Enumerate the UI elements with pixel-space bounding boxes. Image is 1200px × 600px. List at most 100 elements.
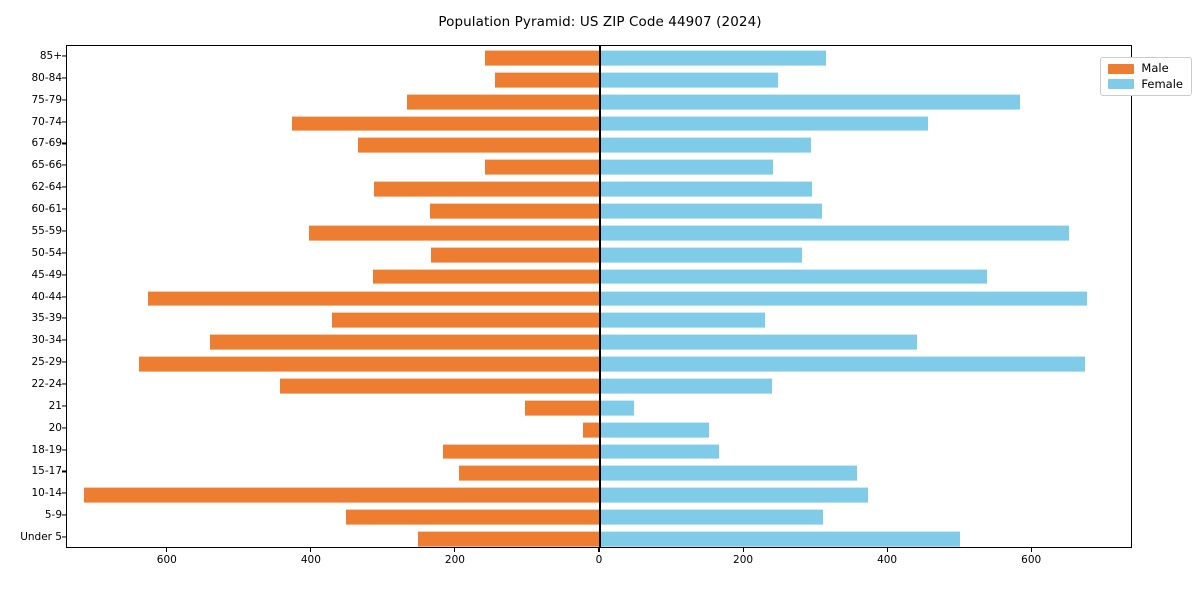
y-tick-mark (62, 427, 66, 429)
x-axis-label-1: 400 (300, 554, 321, 566)
y-axis-label-65-66: 65-66 (31, 159, 62, 172)
y-axis-label-70-74: 70-74 (31, 115, 62, 128)
bar-female-5-9 (600, 509, 824, 525)
bar-female-21 (600, 400, 634, 416)
pyramid-row (67, 330, 1131, 354)
y-axis-label-10-14: 10-14 (31, 487, 62, 500)
pyramid-row (67, 505, 1131, 529)
bar-female-18-19 (600, 444, 719, 460)
y-tick-mark (62, 536, 66, 538)
y-tick-mark (62, 252, 66, 254)
y-tick-mark (62, 274, 66, 276)
bar-male-under-5 (417, 531, 600, 547)
y-axis-label-60-61: 60-61 (31, 203, 62, 216)
x-tick-mark (310, 548, 312, 552)
page-title: Population Pyramid: US ZIP Code 44907 (2… (438, 14, 762, 30)
pyramid-row (67, 462, 1131, 486)
pyramid-row (67, 199, 1131, 223)
bar-female-55-59 (600, 225, 1069, 241)
x-axis-label-3: 0 (595, 554, 603, 566)
pyramid-row (67, 46, 1131, 70)
x-tick-mark (598, 548, 600, 552)
bar-male-10-14 (84, 487, 600, 503)
bar-female-85- (600, 50, 827, 66)
pyramid-row (67, 483, 1131, 507)
pyramid-row (67, 177, 1131, 201)
y-axis-label-62-64: 62-64 (31, 181, 62, 194)
bar-male-5-9 (346, 509, 600, 525)
bar-male-35-39 (332, 312, 600, 328)
y-axis-label-5-9: 5-9 (44, 509, 62, 522)
pyramid-row (67, 374, 1131, 398)
y-tick-mark (62, 77, 66, 79)
plot-area (66, 45, 1132, 548)
legend-swatch-female (1108, 79, 1135, 90)
y-axis-label-85-: 85+ (39, 49, 62, 62)
y-tick-mark (62, 295, 66, 298)
y-axis-label-45-49: 45-49 (31, 268, 62, 281)
bar-female-25-29 (600, 356, 1085, 372)
y-tick-mark (62, 339, 66, 341)
x-axis-label-5: 400 (877, 554, 898, 566)
bar-male-30-34 (210, 334, 600, 350)
y-axis-label-30-34: 30-34 (31, 334, 62, 347)
bar-female-62-64 (600, 181, 812, 197)
pyramid-row (67, 287, 1131, 311)
pyramid-row (67, 418, 1131, 442)
y-tick-mark (62, 514, 66, 516)
y-axis-label-55-59: 55-59 (31, 224, 62, 237)
bar-male-80-84 (494, 72, 600, 88)
y-axis-label-40-44: 40-44 (31, 290, 62, 303)
bar-female-under-5 (600, 531, 961, 547)
bar-male-50-54 (430, 247, 600, 263)
bar-female-40-44 (600, 291, 1087, 306)
bar-male-55-59 (309, 225, 600, 241)
bar-male-45-49 (373, 269, 600, 285)
bar-male-18-19 (442, 444, 600, 460)
bar-female-20 (600, 422, 709, 438)
y-axis-label-75-79: 75-79 (31, 93, 62, 106)
y-axis-label-15-17: 15-17 (31, 465, 62, 478)
bar-male-22-24 (280, 378, 600, 394)
bar-male-67-69 (357, 138, 600, 153)
bar-female-15-17 (600, 466, 858, 481)
bar-male-62-64 (373, 181, 600, 197)
y-tick-mark (62, 186, 66, 188)
legend-label-male: Male (1141, 61, 1169, 75)
chart-legend: Male Female (1100, 57, 1192, 96)
plot-inner (67, 46, 1131, 547)
bar-female-67-69 (600, 138, 812, 153)
bar-female-65-66 (600, 159, 773, 175)
bar-male-60-61 (430, 203, 600, 219)
legend-swatch-male (1108, 63, 1135, 74)
y-tick-mark (62, 361, 66, 363)
pyramid-row (67, 265, 1131, 289)
legend-item-male[interactable]: Male (1108, 61, 1183, 75)
y-tick-mark (62, 405, 66, 407)
y-axis-label-20: 20 (48, 421, 62, 434)
y-tick-mark (62, 120, 66, 123)
bar-female-60-61 (600, 203, 822, 219)
legend-item-female[interactable]: Female (1108, 78, 1183, 91)
x-tick-mark (742, 548, 744, 552)
bar-male-21 (525, 400, 600, 416)
bar-male-65-66 (485, 159, 600, 175)
y-tick-mark (62, 470, 66, 472)
bar-female-30-34 (600, 334, 917, 350)
y-tick-mark (62, 164, 66, 166)
x-axis-label-4: 200 (733, 554, 754, 566)
y-tick-mark (62, 317, 66, 319)
x-tick-mark (454, 548, 456, 552)
bar-female-10-14 (600, 487, 868, 503)
y-tick-mark (62, 449, 66, 451)
bar-male-85- (484, 50, 600, 66)
bar-female-80-84 (600, 72, 778, 88)
y-axis-label-50-54: 50-54 (31, 246, 62, 259)
pyramid-row (67, 133, 1131, 157)
y-axis-label-80-84: 80-84 (31, 71, 62, 84)
bar-male-15-17 (458, 466, 600, 481)
y-tick-mark (62, 99, 66, 101)
y-tick-mark (62, 492, 66, 494)
pyramid-row (67, 396, 1131, 420)
y-tick-mark (62, 208, 66, 210)
